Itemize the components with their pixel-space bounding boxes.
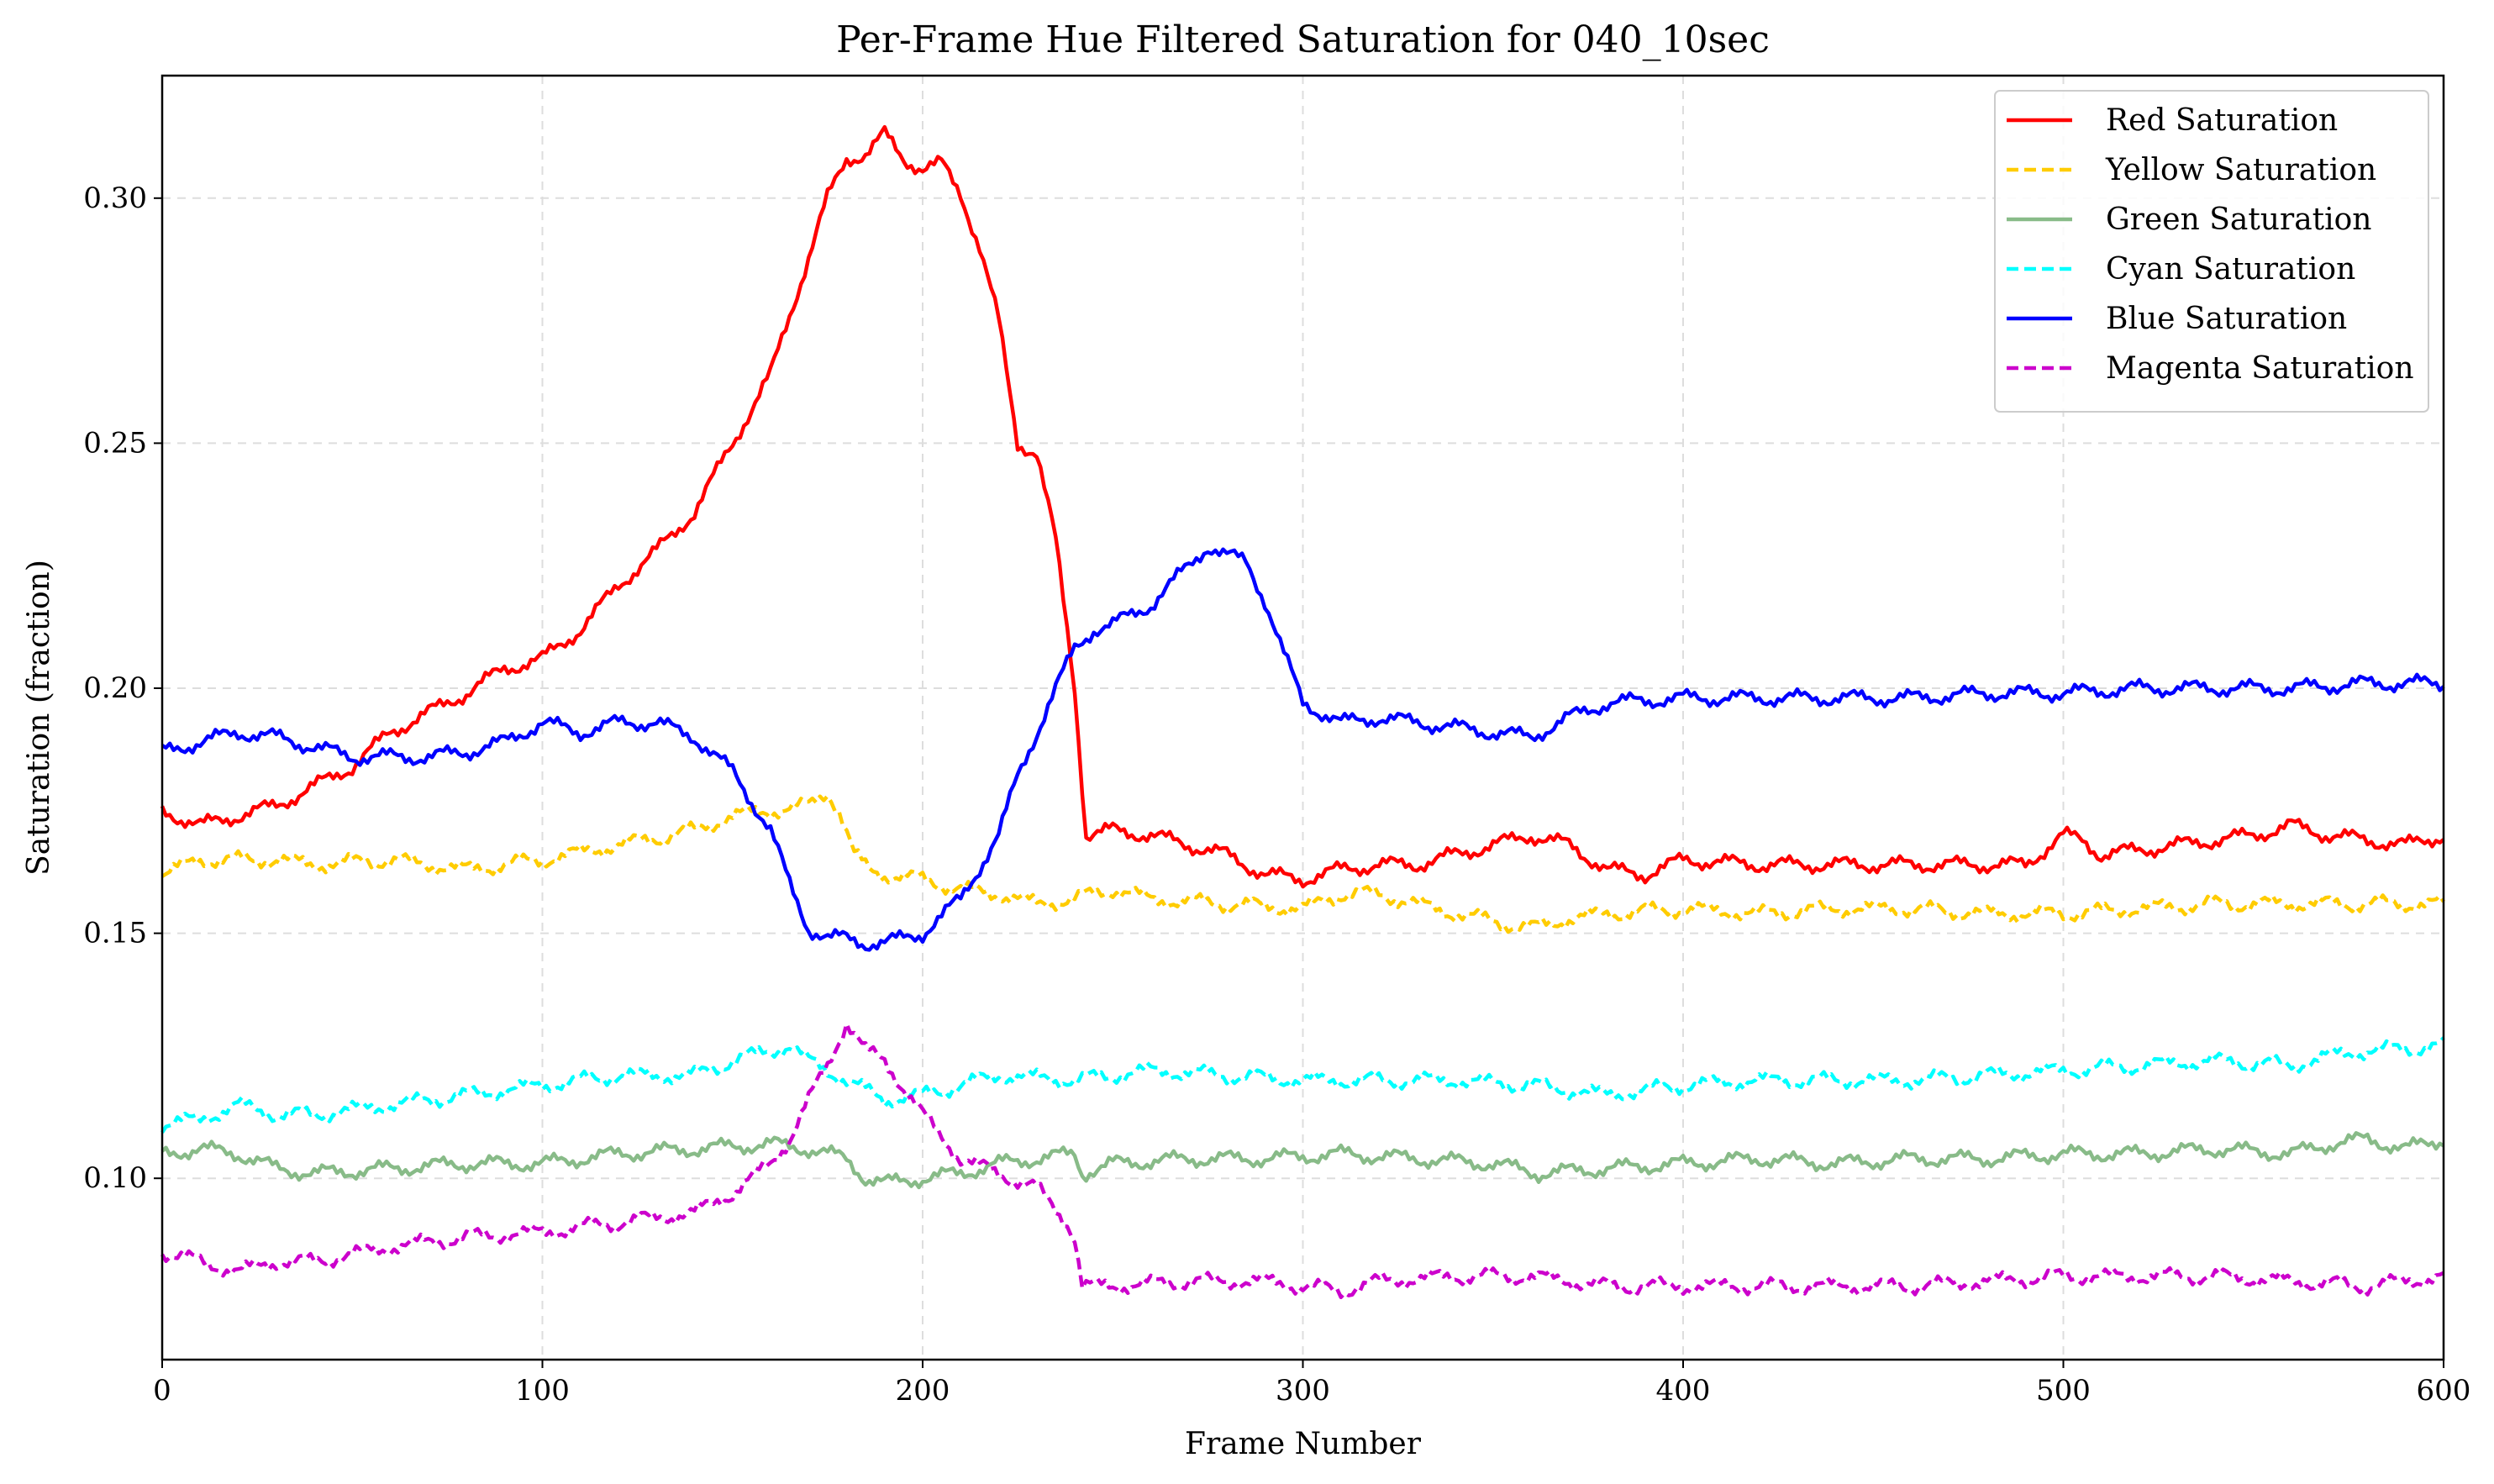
legend: Red Saturation Yellow Saturation Green Sat… bbox=[1994, 90, 2429, 413]
x-tick-label: 300 bbox=[1276, 1374, 1330, 1408]
y-tick-label: 0.10 bbox=[83, 1161, 147, 1195]
legend-label: Yellow Saturation bbox=[2105, 153, 2376, 187]
legend-box bbox=[1994, 90, 2429, 413]
series-line-cyan-saturation bbox=[160, 1036, 2445, 1134]
series-line-yellow-saturation bbox=[160, 794, 2445, 934]
legend-label: Green Saturation bbox=[2106, 203, 2372, 237]
series-line-green-saturation bbox=[160, 1131, 2445, 1190]
y-tick-label: 0.20 bbox=[83, 671, 147, 705]
x-tick-label: 500 bbox=[2036, 1374, 2091, 1408]
y-axis-title: Saturation (fraction) bbox=[22, 560, 56, 876]
y-tick-label: 0.15 bbox=[83, 917, 147, 950]
series-line-blue-saturation bbox=[160, 547, 2445, 952]
axis-ticks: 0 100 200 300 400 500 600 0.10 0.15 0.20 0.25 0.30 bbox=[83, 182, 2470, 1408]
y-tick-label: 0.30 bbox=[83, 182, 147, 215]
chart-title: Per-Frame Hue Filtered Saturation for 04… bbox=[836, 18, 1770, 61]
y-tick-label: 0.25 bbox=[83, 426, 147, 460]
x-tick-label: 400 bbox=[1656, 1374, 1711, 1408]
x-tick-label: 200 bbox=[896, 1374, 950, 1408]
x-tick-label: 0 bbox=[153, 1374, 171, 1408]
legend-label: Cyan Saturation bbox=[2106, 252, 2355, 287]
legend-label: Red Saturation bbox=[2106, 103, 2338, 138]
series-line-magenta-saturation bbox=[160, 1021, 2444, 1300]
series-lines bbox=[160, 124, 2445, 1300]
legend-label: Magenta Saturation bbox=[2106, 351, 2414, 386]
x-tick-label: 600 bbox=[2417, 1374, 2471, 1408]
x-tick-label: 100 bbox=[515, 1374, 570, 1408]
x-axis-title: Frame Number bbox=[1185, 1427, 1422, 1461]
series-line-red-saturation bbox=[160, 124, 2445, 889]
legend-label: Blue Saturation bbox=[2106, 302, 2347, 336]
